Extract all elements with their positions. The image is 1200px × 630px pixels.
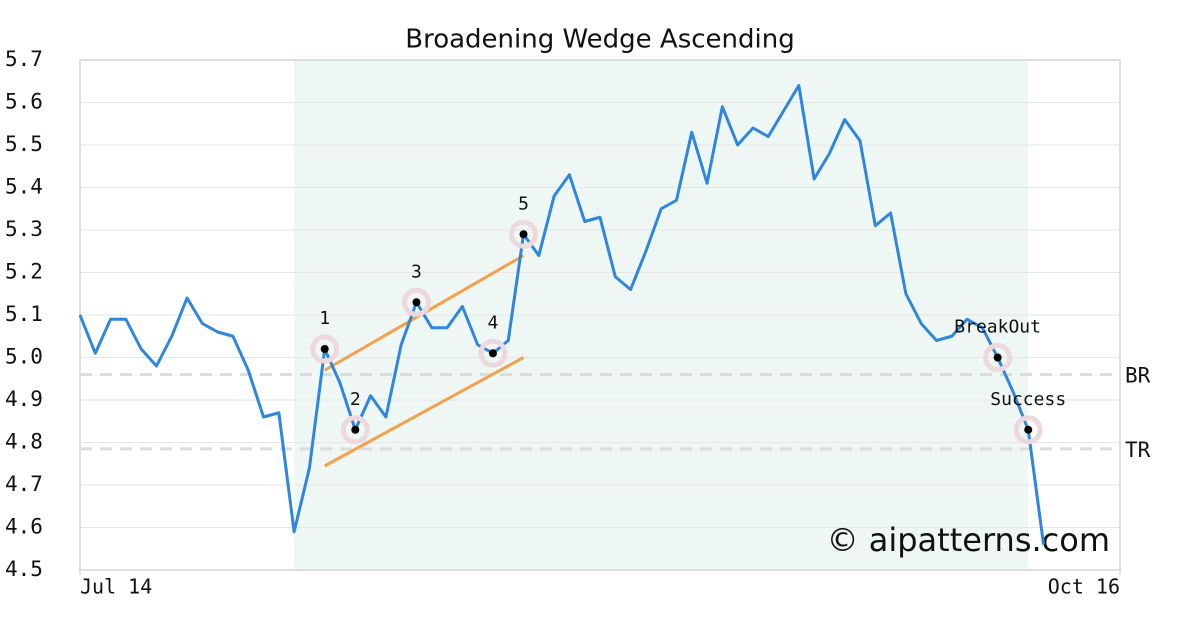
point-label: 2: [350, 389, 361, 410]
point-marker: [320, 345, 329, 353]
y-tick-label: 4.5: [5, 557, 43, 581]
point-label: BreakOut: [954, 317, 1041, 338]
x-tick-label: Jul 14: [80, 575, 152, 599]
point-label: 4: [488, 312, 499, 333]
y-tick-label: 5.7: [5, 47, 43, 71]
level-label: TR: [1125, 438, 1151, 462]
point-marker: [993, 353, 1002, 362]
x-tick-label: Oct 16: [1048, 575, 1120, 599]
point-halo: [310, 334, 340, 364]
point-halo: [401, 287, 431, 317]
y-tick-label: 5.0: [5, 345, 43, 369]
point-halo: [983, 343, 1013, 372]
point-marker: [519, 230, 528, 239]
watermark: © aipatterns.com: [827, 521, 1110, 559]
point-marker: [1024, 425, 1033, 434]
point-halo: [340, 415, 370, 445]
chart-title: Broadening Wedge Ascending: [405, 25, 795, 55]
y-tick-label: 5.1: [5, 302, 43, 326]
level-label: BR: [1125, 364, 1151, 388]
y-tick-label: 5.4: [5, 175, 43, 199]
y-tick-label: 5.3: [5, 217, 43, 241]
y-tick-label: 4.7: [5, 472, 43, 496]
y-tick-label: 4.6: [5, 515, 43, 539]
point-label: 3: [411, 261, 422, 282]
y-tick-label: 5.2: [5, 260, 43, 284]
y-tick-label: 4.9: [5, 387, 43, 411]
point-halo: [478, 338, 508, 368]
point-label: Success: [990, 389, 1066, 410]
point-halo: [1013, 415, 1043, 445]
y-tick-label: 5.5: [5, 132, 43, 156]
point-label: 1: [319, 308, 330, 329]
point-marker: [412, 298, 421, 307]
y-tick-label: 5.6: [5, 90, 43, 114]
point-marker: [351, 425, 360, 434]
y-tick-label: 4.8: [5, 430, 43, 454]
point-halo: [509, 219, 539, 249]
price-line: [78, 84, 1046, 545]
trendline: [323, 356, 525, 468]
point-marker: [488, 349, 497, 358]
point-label: 5: [518, 193, 529, 214]
